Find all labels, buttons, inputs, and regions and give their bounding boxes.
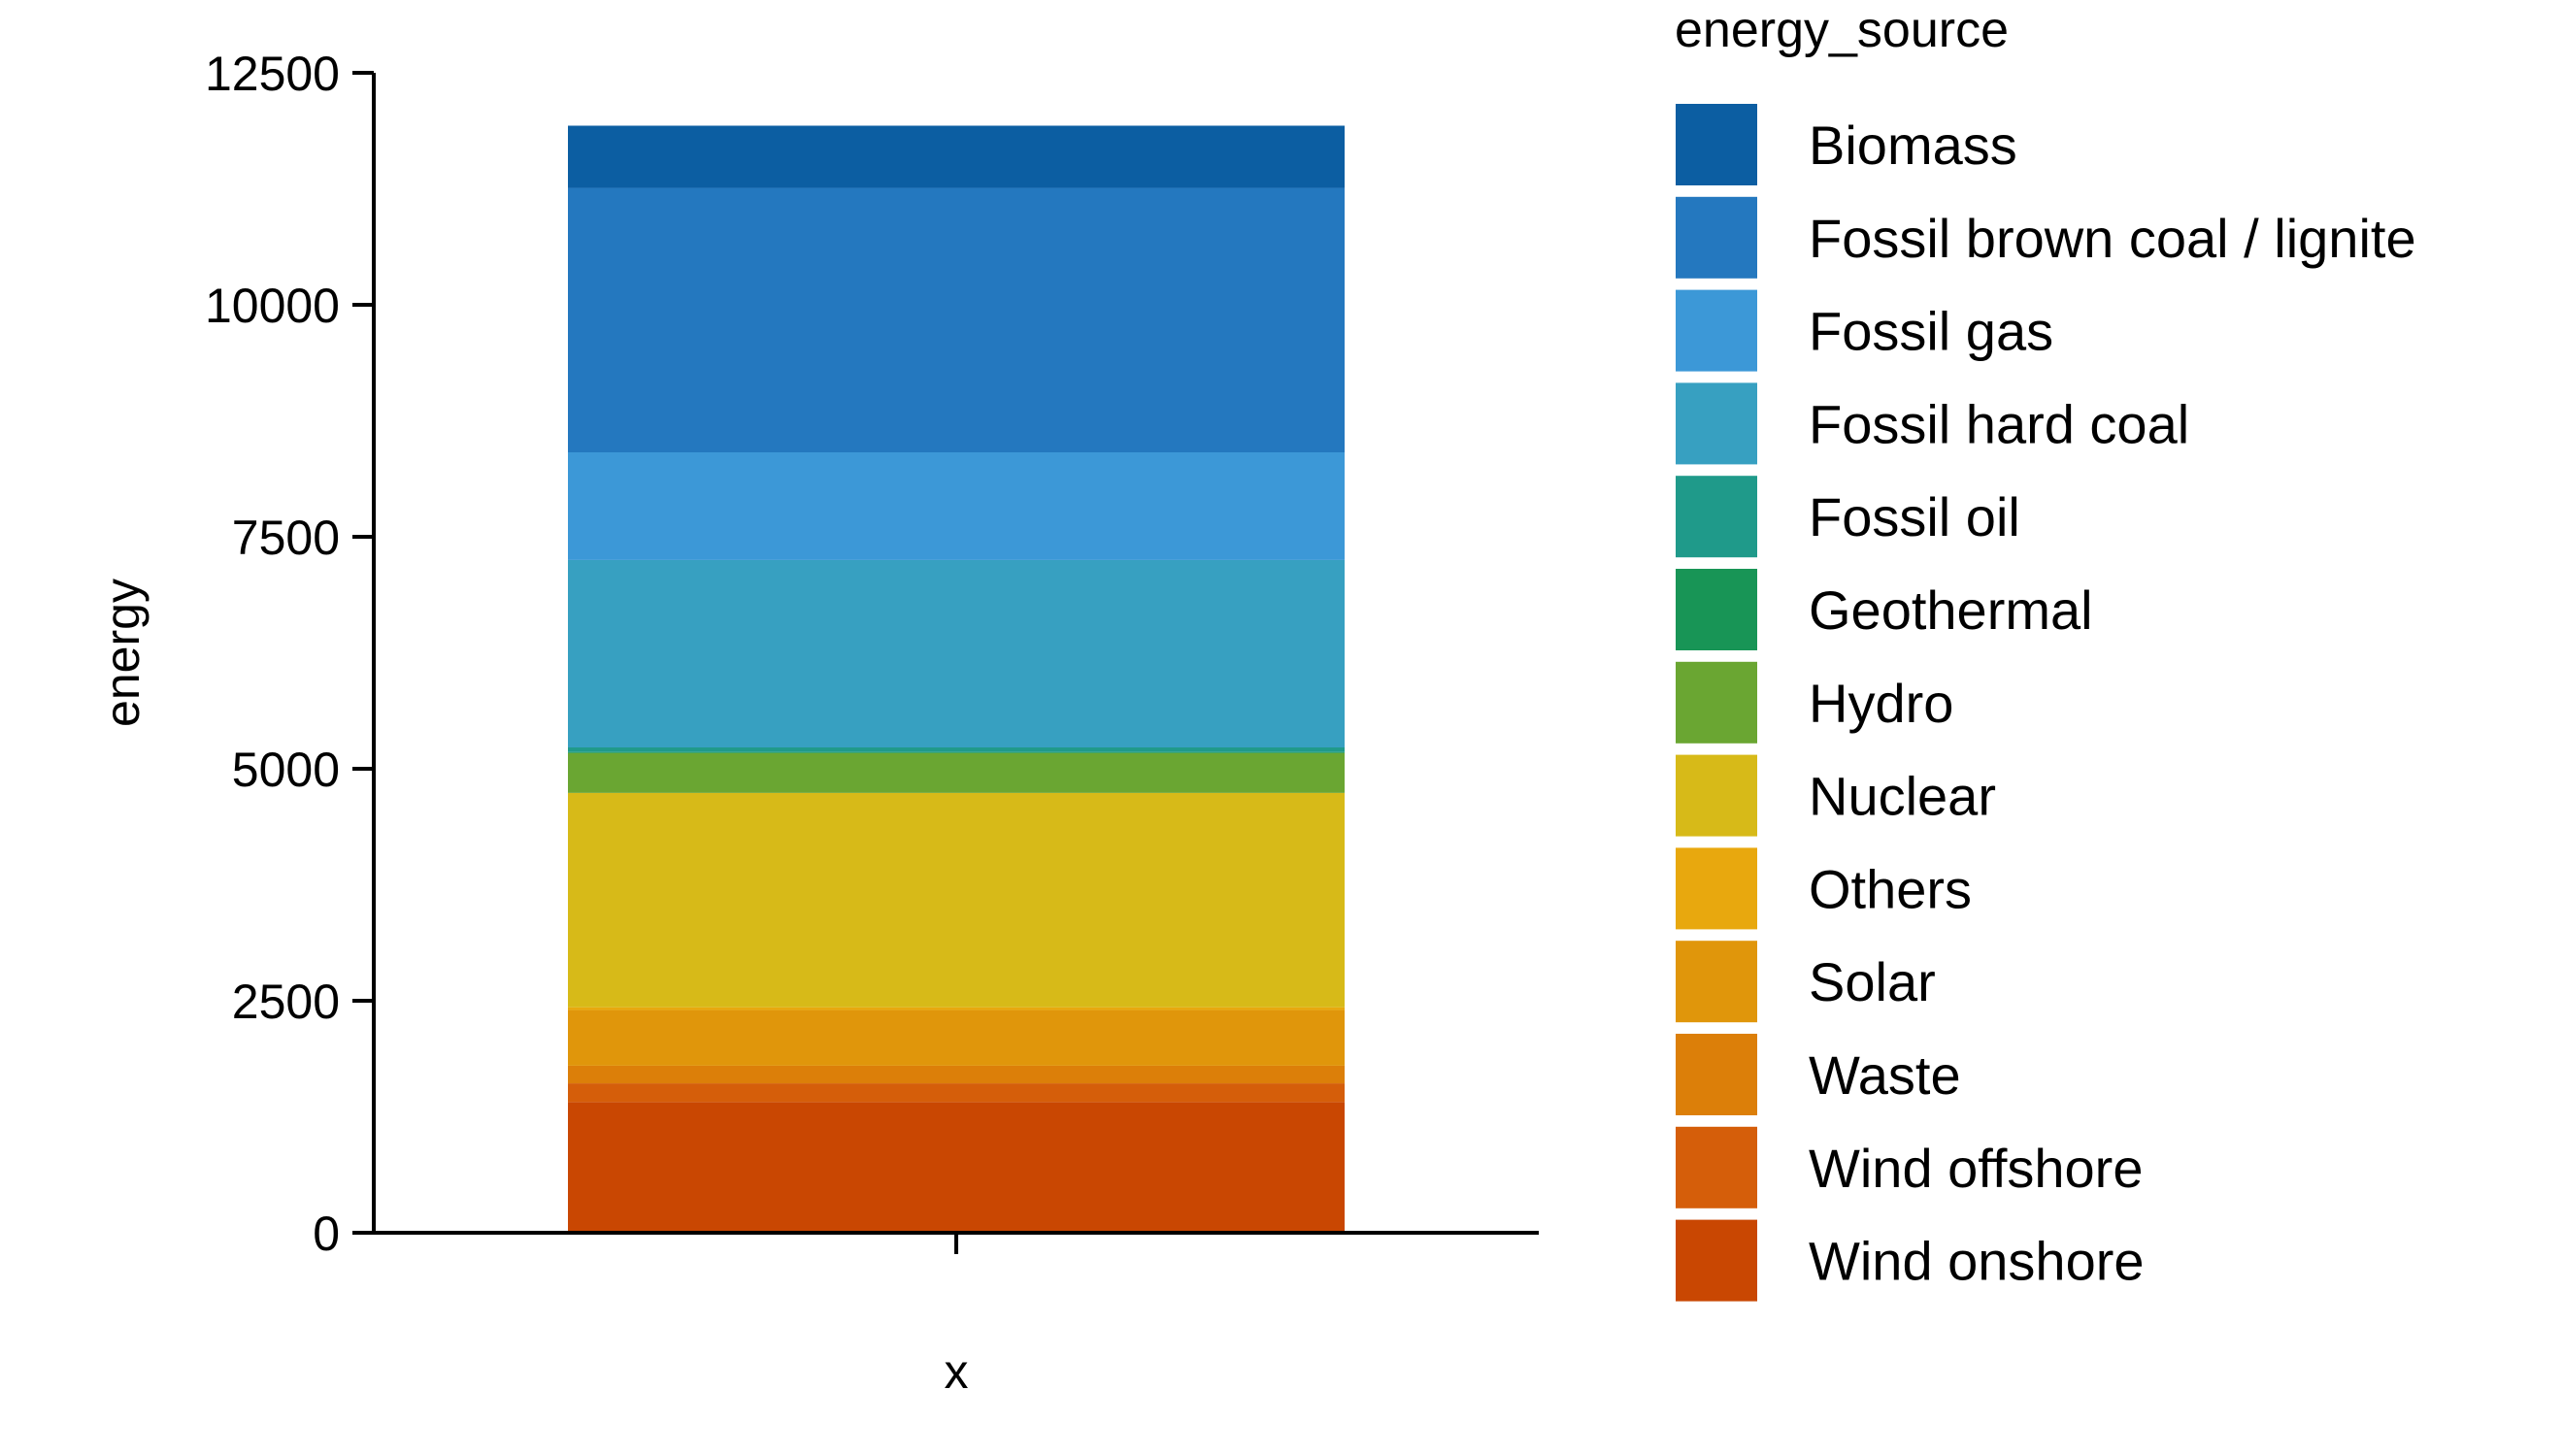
axes: 0 2500 5000 7500 10000 12500 xyxy=(205,47,1539,1261)
legend-swatch xyxy=(1676,941,1757,1023)
bar-segment-fossil-brown-coal-lignite xyxy=(568,187,1345,453)
legend-swatch xyxy=(1676,754,1757,837)
legend-item: Biomass xyxy=(1676,104,2017,185)
legend-swatch xyxy=(1676,1126,1757,1208)
y-ticks: 0 2500 5000 7500 10000 12500 xyxy=(205,47,374,1261)
legend-label: Hydro xyxy=(1809,673,1953,734)
legend-item: Wind offshore xyxy=(1676,1126,2143,1208)
legend-label: Wind onshore xyxy=(1809,1231,2145,1292)
x-axis-title: x xyxy=(945,1344,969,1399)
bar-segment-fossil-oil xyxy=(568,747,1345,752)
legend-label: Biomass xyxy=(1809,115,2017,176)
legend-item: Waste xyxy=(1676,1034,1961,1115)
legend-label: Nuclear xyxy=(1809,766,1996,827)
bar-segments xyxy=(568,125,1345,1233)
legend-swatch xyxy=(1676,196,1757,279)
legend-items: Biomass Fossil brown coal / lignite Fossil… xyxy=(1676,104,2416,1302)
bar-segment-biomass xyxy=(568,125,1345,188)
legend: energy_source Biomass Fossil brown coal /… xyxy=(1675,2,2416,1302)
legend-swatch xyxy=(1676,847,1757,930)
legend-item: Nuclear xyxy=(1676,754,1996,837)
legend-label: Waste xyxy=(1809,1044,1961,1106)
y-tick-label: 7500 xyxy=(232,511,340,565)
legend-title: energy_source xyxy=(1675,2,2009,58)
legend-swatch xyxy=(1676,661,1757,744)
legend-swatch xyxy=(1676,1034,1757,1115)
legend-swatch xyxy=(1676,569,1757,650)
bar-segment-wind-onshore xyxy=(568,1102,1345,1233)
legend-item: Fossil brown coal / lignite xyxy=(1676,196,2416,279)
legend-item: Wind onshore xyxy=(1676,1219,2145,1302)
legend-item: Geothermal xyxy=(1676,569,2093,650)
legend-label: Fossil oil xyxy=(1809,486,2020,547)
legend-swatch xyxy=(1676,476,1757,558)
bar-segment-nuclear xyxy=(568,792,1345,1008)
legend-label: Geothermal xyxy=(1809,579,2093,641)
bar-segment-others xyxy=(568,1007,1345,1010)
bar-segment-fossil-gas xyxy=(568,452,1345,560)
legend-label: Solar xyxy=(1809,951,1936,1012)
legend-swatch xyxy=(1676,1219,1757,1302)
y-tick-label: 5000 xyxy=(232,743,340,797)
y-tick-label: 2500 xyxy=(232,975,340,1029)
legend-label: Others xyxy=(1809,858,1972,919)
y-tick-label: 10000 xyxy=(205,279,340,333)
legend-item: Fossil hard coal xyxy=(1676,382,2189,465)
bar-segment-fossil-hard-coal xyxy=(568,559,1345,748)
legend-swatch xyxy=(1676,104,1757,185)
y-tick-label: 0 xyxy=(313,1207,340,1261)
bar-segment-solar xyxy=(568,1009,1345,1066)
y-axis-title: energy xyxy=(95,579,150,727)
legend-label: Fossil gas xyxy=(1809,301,2053,362)
legend-swatch xyxy=(1676,289,1757,372)
bar-segment-hydro xyxy=(568,752,1345,793)
legend-swatch xyxy=(1676,382,1757,465)
legend-item: Hydro xyxy=(1676,661,1953,744)
legend-item: Fossil gas xyxy=(1676,289,2053,372)
legend-label: Wind offshore xyxy=(1809,1138,2143,1199)
y-tick-label: 12500 xyxy=(205,47,340,101)
legend-label: Fossil hard coal xyxy=(1809,393,2189,454)
bar-segment-wind-offshore xyxy=(568,1083,1345,1103)
bar-segment-geothermal xyxy=(568,751,1345,753)
legend-label: Fossil brown coal / lignite xyxy=(1809,208,2416,269)
legend-item: Solar xyxy=(1676,941,1936,1023)
legend-item: Fossil oil xyxy=(1676,476,2020,558)
legend-item: Others xyxy=(1676,847,1972,930)
bar-segment-waste xyxy=(568,1065,1345,1084)
